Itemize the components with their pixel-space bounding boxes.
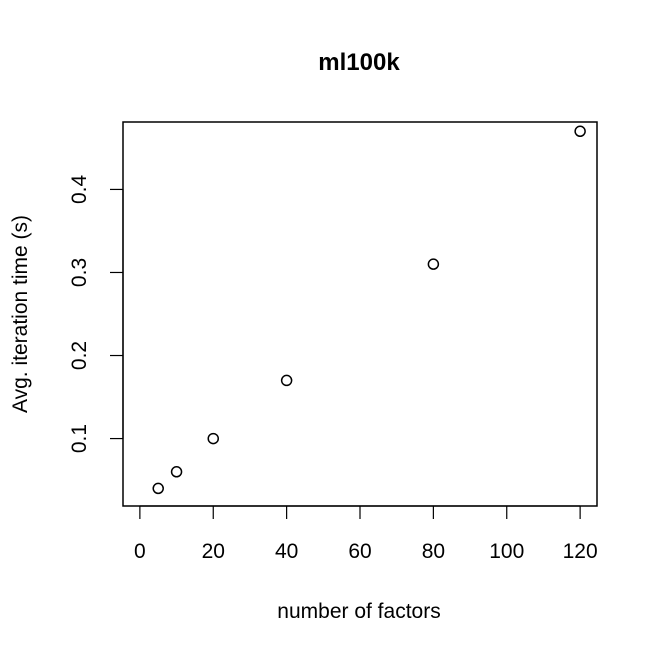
data-point bbox=[280, 374, 293, 387]
chart-title: ml100k bbox=[318, 49, 400, 76]
data-point bbox=[427, 258, 440, 270]
data-point bbox=[152, 482, 164, 495]
data-point bbox=[170, 466, 183, 478]
x-tick-label: 100 bbox=[489, 540, 524, 563]
data-point bbox=[574, 125, 586, 138]
y-tick-label: 0.3 bbox=[68, 258, 91, 287]
x-axis-label: number of factors bbox=[277, 600, 440, 623]
x-tick-label: 60 bbox=[348, 540, 371, 563]
x-tick-label: 0 bbox=[134, 540, 146, 563]
x-axis: 0 20 40 60 80 100 120 bbox=[134, 505, 598, 563]
y-tick-label: 0.4 bbox=[68, 175, 91, 205]
x-tick-label: 20 bbox=[202, 540, 225, 563]
y-tick-label: 0.1 bbox=[68, 424, 91, 453]
x-tick-label: 80 bbox=[422, 540, 445, 563]
x-tick-label: 120 bbox=[563, 540, 598, 563]
data-point bbox=[207, 432, 220, 445]
plot-frame bbox=[122, 121, 598, 507]
data-points bbox=[152, 125, 586, 495]
y-axis: 0.1 0.2 0.3 0.4 bbox=[68, 175, 124, 453]
y-tick-label: 0.2 bbox=[68, 341, 91, 370]
x-tick-label: 40 bbox=[275, 540, 298, 563]
y-axis-label: Avg. iteration time (s) bbox=[9, 215, 32, 413]
